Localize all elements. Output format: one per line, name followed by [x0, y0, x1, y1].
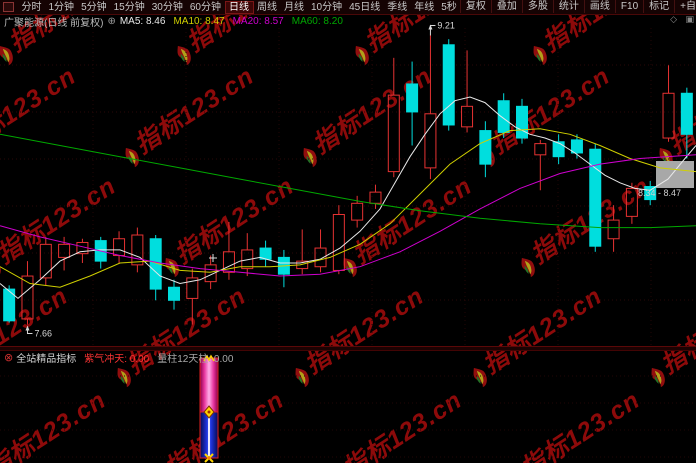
candle-down: [644, 186, 657, 201]
ma-line-MA10: [0, 128, 696, 288]
gap-range-label: 8.34 - 8.47: [638, 188, 681, 198]
watermark: 指标123.cn: [519, 0, 668, 69]
watermark: 指标123.cn: [103, 277, 252, 392]
menu-item-30分钟[interactable]: 30分钟: [151, 1, 183, 13]
menu-item-5分钟[interactable]: 5分钟: [81, 1, 107, 13]
candle-up: [461, 105, 474, 128]
menu-item-标记[interactable]: 标记: [643, 0, 674, 13]
ma-label-undefined: MA10: 8.47: [173, 15, 225, 27]
top-menubar: 分时 1分钟 5分钟 15分钟 30分钟 60分钟 日线 周线 月线 10分钟 45日线 季线 年线 5秒…: [0, 0, 696, 15]
watermark: 指标123.cn: [289, 57, 438, 172]
ma-label-undefined: MA60: 8.20: [291, 15, 343, 27]
period-menu: 分时 1分钟 5分钟 15分钟 30分钟 60分钟 日线 周线 月线 10分钟 45日线 季线 年线 5秒…: [18, 0, 559, 14]
corner-icons[interactable]: ◇ ▣: [670, 14, 696, 24]
candle-up: [607, 219, 620, 240]
candle-up: [113, 238, 126, 257]
menu-item-画线[interactable]: 画线: [583, 0, 615, 13]
candle-up: [222, 251, 235, 273]
candle-down: [442, 44, 455, 126]
candle-up: [369, 191, 382, 204]
menu-item-+自选[interactable]: +自选: [674, 0, 696, 13]
watermark: 指标123.cn: [163, 0, 312, 69]
candle-up: [351, 202, 364, 221]
column-top-ornament: [203, 354, 215, 362]
candle-up: [662, 92, 675, 139]
window-icon[interactable]: [3, 2, 14, 12]
panel-divider[interactable]: [0, 346, 696, 351]
watermark: 指标123.cn: [637, 277, 696, 392]
ma-values: MA5: 8.46 MA10: 8.47 MA20: 8.57 MA60: 8.20: [120, 16, 351, 27]
candle-up: [21, 275, 34, 320]
expand-icon[interactable]: ⊕: [107, 15, 116, 27]
candle-up: [204, 264, 217, 283]
candle-down: [570, 139, 583, 154]
candle-up: [39, 243, 52, 279]
menu-item-1分钟[interactable]: 1分钟: [48, 1, 75, 13]
main-chart[interactable]: 9.21 7.66 8.34 - 8.47: [0, 0, 696, 346]
candle-up: [332, 214, 345, 271]
menu-item-叠加[interactable]: 叠加: [490, 0, 522, 13]
candle-down: [168, 286, 180, 301]
high-price-label: 9.21: [437, 20, 455, 30]
menu-item-F10[interactable]: F10: [614, 0, 643, 13]
watermark: 指标123.cn: [459, 277, 608, 392]
menu-item-10分钟[interactable]: 10分钟: [311, 1, 343, 13]
ma-line-MA60: [0, 133, 696, 229]
candle-down: [149, 238, 162, 290]
stock-title: 广聚能源(日线 前复权): [4, 17, 104, 29]
menu-item-分时[interactable]: 分时: [21, 1, 42, 13]
watermark: 指标123.cn: [281, 277, 430, 392]
menu-item-15分钟[interactable]: 15分钟: [113, 1, 145, 13]
menu-item-60分钟[interactable]: 60分钟: [189, 1, 221, 13]
indicator-name: 全站精品指标: [16, 354, 77, 365]
candle-up: [625, 187, 638, 217]
candle-up: [424, 113, 437, 169]
candle-up: [387, 94, 400, 173]
ma-line-MA5: [0, 96, 696, 300]
watermark: 指标123.cn: [341, 0, 490, 69]
watermark: 指标123.cn: [329, 167, 478, 282]
indicator-title-row: ⊗ 全站精品指标 紫气冲天: 0.00 量柱12天柱: 0.00: [4, 350, 233, 365]
candle-up: [131, 234, 144, 266]
ma-label-undefined: MA20: 8.57: [232, 15, 284, 27]
menu-item-多股[interactable]: 多股: [521, 0, 553, 13]
signal-column-pink: [199, 357, 219, 413]
candle-up: [58, 243, 71, 258]
low-price-label: 7.66: [34, 329, 52, 339]
menu-item-日线[interactable]: 日线: [224, 0, 254, 14]
candle-down: [680, 92, 693, 135]
menu-item-年线[interactable]: 年线: [414, 1, 435, 13]
candle-up: [314, 247, 327, 268]
indicator-chart[interactable]: [0, 349, 696, 463]
candle-down: [497, 100, 510, 133]
indicator-output: 量柱12天柱: 0.00: [157, 354, 234, 365]
menu-item-统计[interactable]: 统计: [552, 0, 584, 13]
candle-down: [552, 141, 565, 158]
menu-item-5秒[interactable]: 5秒: [441, 1, 457, 13]
candle-down: [479, 130, 492, 165]
candle-down: [516, 105, 528, 139]
candle-down: [589, 148, 602, 247]
indicator-outputs: 紫气冲天: 0.00 量柱12天柱: 0.00: [76, 350, 233, 365]
ma-label-undefined: MA5: 8.46: [119, 15, 166, 27]
watermark: 指标123.cn: [507, 167, 656, 282]
info-bar: 广聚能源(日线 前复权) ⊕ MA5: 8.46 MA10: 8.47 MA20: …: [0, 14, 696, 29]
menu-item-月线[interactable]: 月线: [284, 1, 304, 13]
menu-item-复权[interactable]: 复权: [459, 0, 491, 13]
indicator-output: 紫气冲天: 0.00: [84, 354, 150, 365]
candle-up: [534, 143, 547, 156]
watermark: 指标123.cn: [111, 57, 260, 172]
candle-up: [241, 249, 254, 270]
menu-item-周线[interactable]: 周线: [257, 1, 277, 13]
menu-item-45日线[interactable]: 45日线: [349, 1, 381, 13]
ma-line-MA20: [0, 154, 696, 277]
watermark: 指标123.cn: [0, 0, 134, 69]
candle-down: [406, 83, 419, 113]
candle-up: [186, 277, 199, 299]
candle-down: [3, 288, 16, 322]
menu-item-季线[interactable]: 季线: [387, 1, 408, 13]
collapse-icon[interactable]: ⊗: [4, 351, 14, 364]
